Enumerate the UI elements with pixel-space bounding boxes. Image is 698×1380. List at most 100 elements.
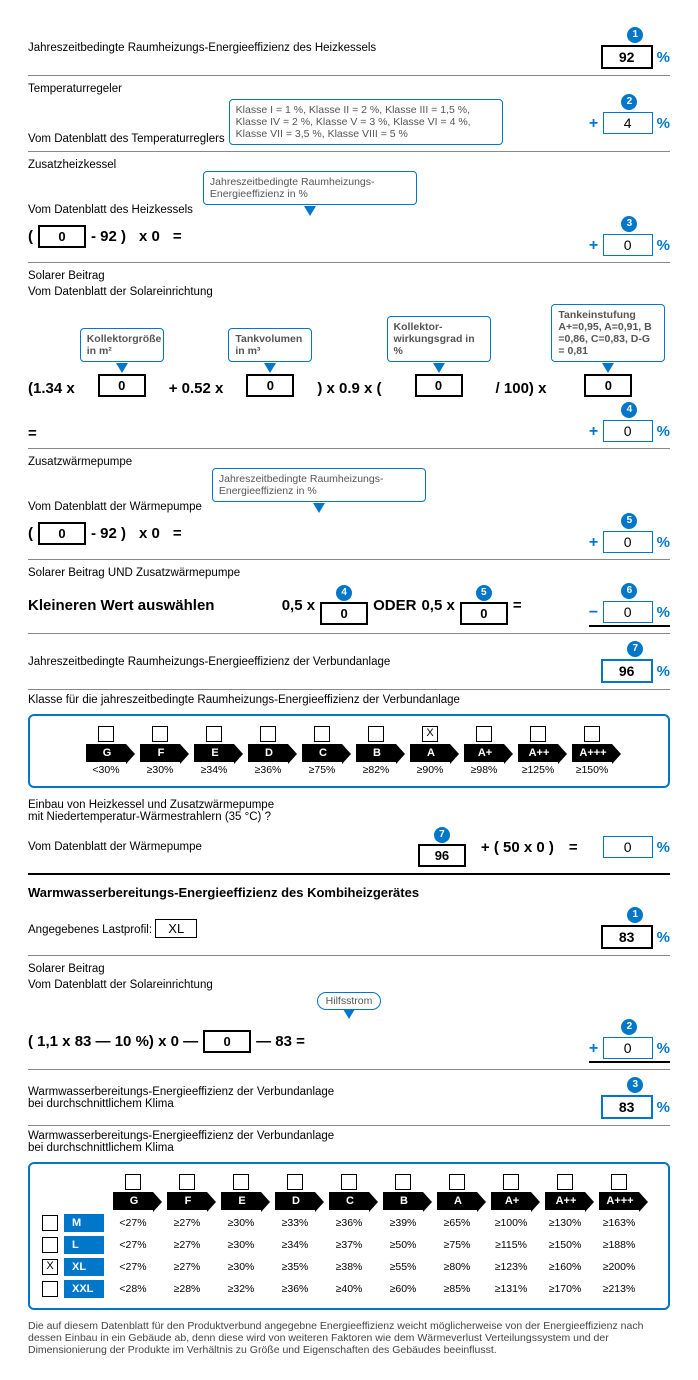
input[interactable]: 0 [460,602,508,625]
checkbox[interactable]: X [42,1259,58,1275]
section-ww-solar: Solarer Beitrag Vom Datenblatt der Solar… [28,960,670,1070]
checkbox[interactable] [287,1174,303,1190]
label: Solarer Beitrag UND Zusatzwärmepumpe [28,567,670,579]
sublabel: Vom Datenblatt des Heizkessels [28,204,193,216]
value: 0 [603,1037,653,1059]
value: 0 [603,601,653,623]
tip: Jahreszeitbedingte Raumheizungs-Energiee… [203,171,417,205]
checkbox[interactable] [42,1237,58,1253]
eq: x 0 [139,228,160,245]
eq: ODER [373,597,416,614]
size-tag: XXL [64,1280,104,1298]
sublabel: Vom Datenblatt der Wärmepumpe [28,501,202,513]
checkbox[interactable] [206,726,222,742]
label: Klasse für die jahreszeitbedingte Raumhe… [28,694,670,706]
checkbox[interactable] [179,1174,195,1190]
eq: (1.34 x [28,380,75,397]
input[interactable]: 0 [38,225,86,248]
input[interactable]: 0 [98,374,146,397]
result-num: 2 [621,94,637,110]
result-num: 6 [621,583,637,599]
class-tag: G [113,1192,153,1210]
checkbox[interactable] [125,1174,141,1190]
class-tag: E [194,744,234,762]
class-item: D≥36% [243,726,293,776]
class-tag: B [356,744,396,762]
eq: + 0.52 x [169,380,224,397]
label: Zusatzheizkessel [28,159,670,171]
checkbox[interactable] [476,726,492,742]
section-ww-combined: Warmwasserbereitungs-Energieeffizienz de… [28,1074,670,1126]
result-num: 5 [621,513,637,529]
label: Angegebenes Lastprofil: [28,924,152,936]
sublabel: bei durchschnittlichem Klima [28,1098,334,1110]
label: Jahreszeitbedingte Raumheizungs-Energiee… [28,42,376,54]
label: Solarer Beitrag [28,270,670,282]
result-num: 7 [627,641,643,657]
class-tag: D [275,1192,315,1210]
input[interactable]: 0 [415,374,463,397]
class-item: B≥82% [351,726,401,776]
tip: Jahreszeitbedingte Raumheizungs-Energiee… [212,468,426,502]
checkbox[interactable] [611,1174,627,1190]
tip: Tankeinstufung A+=0,95, A=0,91, B =0,86,… [551,304,665,362]
class-item: A+≥98% [459,726,509,776]
footnote: Die auf diesem Datenblatt für den Produk… [28,1320,670,1356]
class-tag: A [410,744,450,762]
class-tag: A+++ [599,1192,639,1210]
sublabel: Vom Datenblatt der Wärmepumpe [28,841,202,853]
result-num: 2 [621,1019,637,1035]
label: Zusatzwärmepumpe [28,456,670,468]
class-item: C≥75% [297,726,347,776]
class-item: G<30% [81,726,131,776]
label: mit Niedertemperatur-Wärmestrahlern (35 … [28,811,670,823]
checkbox[interactable] [98,726,114,742]
input[interactable]: 0 [584,374,632,397]
label: Warmwasserbereitungs-Energieeffizienz de… [28,1086,334,1098]
class-tag: D [248,744,288,762]
checkbox[interactable] [260,726,276,742]
input[interactable]: 0 [246,374,294,397]
label: Temperaturregeler [28,83,503,95]
tip: Kollektor-wirkungsgrad in % [387,316,491,362]
class-item: A+++≥150% [567,726,617,776]
checkbox[interactable] [395,1174,411,1190]
ww-heading: Warmwasserbereitungs-Energieeffizienz de… [28,885,670,900]
input[interactable]: 0 [320,602,368,625]
checkbox[interactable] [42,1281,58,1297]
input[interactable]: 0 [203,1030,251,1053]
checkbox[interactable]: X [422,726,438,742]
sublabel: Vom Datenblatt des Temperaturreglers [28,133,225,145]
class-item: F≥30% [135,726,185,776]
checkbox[interactable] [152,726,168,742]
checkbox[interactable] [42,1215,58,1231]
class-item: E≥34% [189,726,239,776]
value: 0 [603,420,653,442]
value: 0 [603,836,653,858]
section-aux-heatpump: Zusatzwärmepumpe Vom Datenblatt der Wärm… [28,453,670,560]
checkbox[interactable] [557,1174,573,1190]
checkbox[interactable] [584,726,600,742]
input[interactable]: 0 [38,522,86,545]
class-tag: A+ [491,1192,531,1210]
checkbox[interactable] [449,1174,465,1190]
class-tag: C [302,744,342,762]
result-num: 1 [627,907,643,923]
label: Warmwasserbereitungs-Energieeffizienz de… [28,1130,670,1142]
checkbox[interactable] [341,1174,357,1190]
input[interactable]: 96 [418,844,466,867]
value: 83 [601,1095,653,1119]
value: 0 [603,531,653,553]
checkbox[interactable] [233,1174,249,1190]
checkbox[interactable] [368,726,384,742]
checkbox[interactable] [530,726,546,742]
eq: 0,5 x [421,597,454,614]
eq: — 83 = [256,1033,305,1050]
class-tag: E [221,1192,261,1210]
sublabel: Vom Datenblatt der Solareinrichtung [28,286,670,298]
eq: / 100) x [496,380,547,397]
class-tag: A+ [464,744,504,762]
checkbox[interactable] [503,1174,519,1190]
value: 0 [603,234,653,256]
checkbox[interactable] [314,726,330,742]
